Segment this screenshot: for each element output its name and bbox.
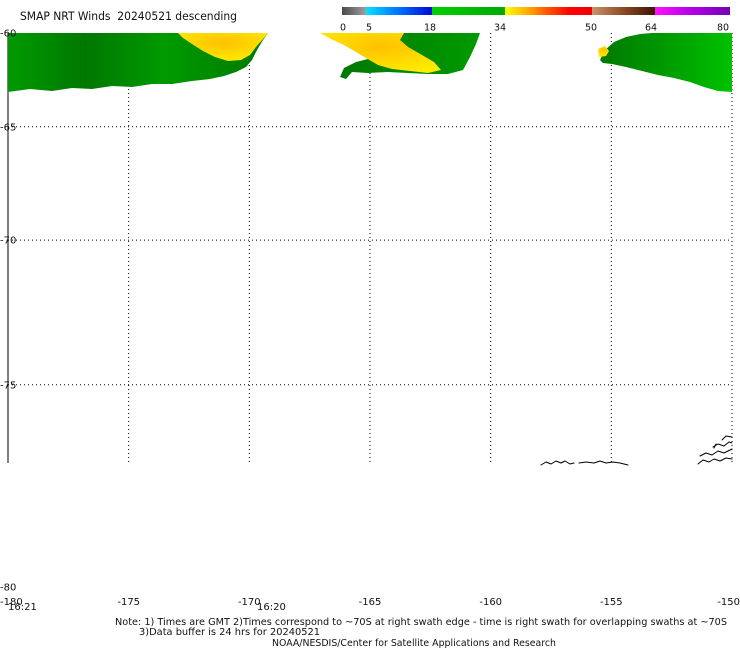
wind-swath-right-high-winds [598, 46, 609, 57]
gridlines [8, 33, 733, 463]
lat-label-70: -70 [0, 236, 16, 247]
axis-labels: -60 -65 -70 -75 -80 -180 -175 -170 -165 -160 -155 -… [0, 29, 740, 609]
notes: Note: 1) Times are GMT 2)Times correspon… [115, 617, 727, 649]
map-title: SMAP NRT Winds 20240521 descending [20, 9, 237, 23]
coastline-segment [699, 448, 733, 457]
colorbar-label-0: 0 [340, 23, 346, 34]
colorbar-label-18: 18 [424, 23, 436, 34]
wind-swath-center-high-winds [320, 33, 441, 73]
lon-label-160: -160 [479, 597, 502, 608]
colorbar-label-64: 64 [645, 23, 657, 34]
colorbar-band-5-18 [366, 7, 432, 15]
coastline-segment [713, 435, 733, 449]
colorbar-label-5: 5 [366, 23, 372, 34]
coastline-segment [697, 457, 733, 465]
swath-time-label: 16:20 [257, 602, 286, 613]
colorbar-band-50-64 [592, 7, 655, 15]
colorbar-label-80: 80 [717, 23, 729, 34]
lon-label-150: -150 [717, 597, 740, 608]
wind-swath-left-high-winds [178, 33, 268, 61]
lon-label-175: -175 [117, 597, 140, 608]
colorbar-band-18-34 [432, 7, 505, 15]
colorbar-labels: 0 5 18 34 50 64 80 [340, 23, 729, 34]
colorbar-band-34-50 [505, 7, 592, 15]
note-line-1: Note: 1) Times are GMT 2)Times correspon… [115, 617, 727, 628]
colorbar-label-34: 34 [494, 23, 506, 34]
lon-label-165: -165 [359, 597, 382, 608]
lon-label-170: -170 [238, 597, 261, 608]
lon-label-155: -155 [600, 597, 623, 608]
wind-speed-colorbar: 0 5 18 34 50 64 80 [340, 7, 730, 34]
coastline-segment [578, 460, 629, 466]
colorbar-band-0-5 [342, 7, 366, 15]
credit-line: NOAA/NESDIS/Center for Satellite Applica… [272, 638, 556, 649]
antarctic-coastline [540, 435, 733, 466]
lon-label-180: -180 [0, 597, 23, 608]
colorbar-bands [342, 7, 730, 15]
colorbar-label-50: 50 [585, 23, 597, 34]
colorbar-band-64-80 [655, 7, 730, 15]
wind-swaths [8, 33, 732, 92]
coastline-segment [712, 441, 733, 448]
wind-swath-right [600, 33, 732, 92]
coastline-segment [540, 460, 575, 466]
map-plot: -60 -65 -70 -75 -80 -180 -175 -170 -165 -160 -155 -… [0, 29, 740, 609]
swath-time-label: 16:21 [8, 602, 37, 613]
lat-label-60: -60 [0, 29, 16, 40]
lat-label-65: -65 [0, 122, 16, 133]
lat-label-75: -75 [0, 380, 16, 391]
lat-label-80: -80 [0, 583, 16, 594]
note-line-2: 3)Data buffer is 24 hrs for 20240521 [139, 627, 320, 638]
